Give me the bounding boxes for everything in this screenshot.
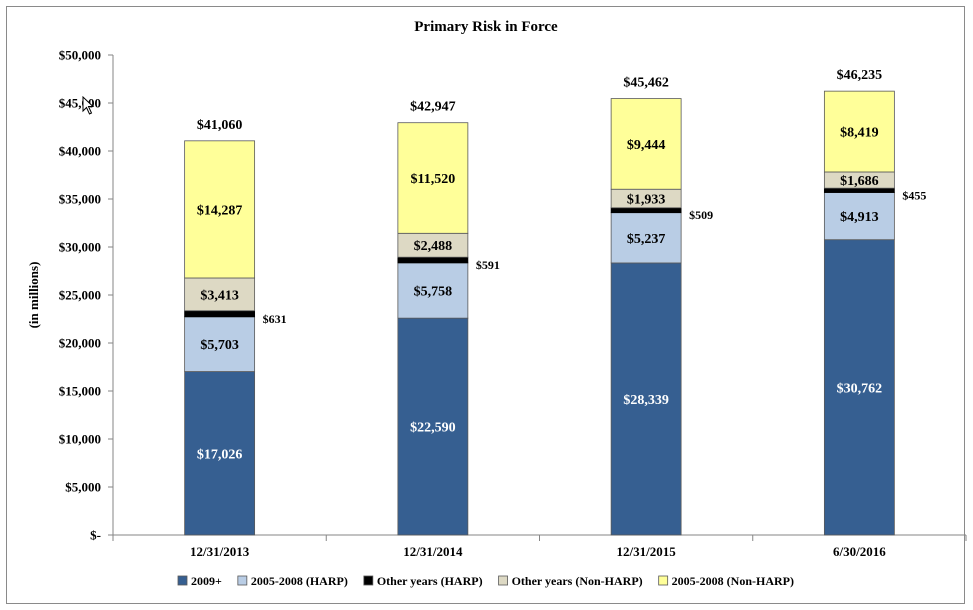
data-label: $22,590 — [410, 421, 456, 436]
data-label: $2,488 — [414, 239, 453, 254]
bar-segment — [610, 98, 682, 190]
legend-label: 2005-2008 (HARP) — [251, 574, 348, 588]
bar-segment — [184, 310, 256, 318]
data-label: $8,419 — [840, 126, 879, 141]
data-label: $455 — [902, 188, 926, 202]
legend: 2009+ 2005-2008 (HARP) Other years (HARP) O… — [177, 574, 794, 588]
data-label: $1,686 — [840, 174, 879, 189]
bar-segment — [397, 122, 469, 234]
y-tick-label: $50,000 — [59, 48, 101, 63]
data-label: $5,237 — [627, 232, 666, 247]
total-label: $42,947 — [410, 100, 456, 115]
data-label: $4,913 — [840, 210, 879, 225]
y-tick-label: $15,000 — [59, 384, 101, 399]
data-label: $30,762 — [837, 381, 883, 396]
legend-swatch — [363, 575, 374, 586]
y-tick-label: $35,000 — [59, 192, 101, 207]
y-tick-label: $25,000 — [59, 288, 101, 303]
data-label: $9,444 — [627, 138, 666, 153]
legend-swatch — [498, 575, 508, 586]
bars — [184, 90, 895, 536]
x-tick-label: 12/31/2013 — [190, 544, 250, 559]
bar-segment — [397, 256, 469, 264]
bar-segment — [823, 90, 895, 173]
legend-label: Other years (HARP) — [377, 574, 483, 588]
data-label: $5,758 — [414, 284, 453, 299]
bar-segment — [397, 317, 469, 536]
x-tick-label: 12/31/2015 — [617, 544, 677, 559]
bar-segment — [823, 239, 895, 536]
data-labels: $17,026 $5,703 $631 $3,413 $14,287 $41,060 $22… — [197, 68, 927, 462]
bar-segment — [397, 262, 469, 319]
mouse-cursor-icon — [82, 96, 95, 115]
x-tick-label: 12/31/2014 — [403, 544, 463, 559]
y-tick-label: $30,000 — [59, 240, 101, 255]
total-label: $41,060 — [197, 118, 243, 133]
y-tick-label: $5,000 — [65, 480, 101, 495]
legend-label: 2005-2008 (Non-HARP) — [672, 574, 794, 588]
data-label: $509 — [689, 208, 713, 222]
data-label: $591 — [476, 258, 500, 272]
y-axis-label: (in millions) — [26, 262, 41, 329]
legend-label: Other years (Non-HARP) — [512, 574, 643, 588]
y-tick-label: $40,000 — [59, 144, 101, 159]
data-label: $3,413 — [200, 288, 239, 303]
y-tick-label: $- — [90, 528, 101, 543]
bar-segment — [184, 277, 256, 312]
bar-segment — [184, 140, 256, 279]
chart-frame — [6, 6, 965, 604]
total-label: $45,462 — [623, 76, 669, 91]
x-tick-label: 6/30/2016 — [833, 544, 886, 559]
y-tick-label: $20,000 — [59, 336, 101, 351]
bar-segment — [610, 262, 682, 536]
data-label: $17,026 — [197, 447, 243, 462]
legend-swatch — [658, 575, 669, 586]
bar-segment — [610, 207, 682, 214]
data-label: $631 — [263, 312, 287, 326]
bar-segment — [184, 371, 256, 536]
legend-swatch — [237, 575, 248, 586]
data-label: $28,339 — [623, 393, 669, 408]
data-label: $11,520 — [411, 172, 456, 187]
chart-title: Primary Risk in Force — [414, 19, 558, 35]
bar-segment — [184, 316, 256, 372]
data-label: $5,703 — [200, 338, 239, 353]
legend-swatch — [177, 575, 188, 586]
data-label: $1,933 — [627, 193, 666, 208]
y-tick-label: $10,000 — [59, 432, 101, 447]
total-label: $46,235 — [837, 68, 883, 83]
bar-segment — [823, 192, 895, 241]
data-label: $14,287 — [197, 203, 243, 218]
legend-label: 2009+ — [191, 574, 222, 588]
